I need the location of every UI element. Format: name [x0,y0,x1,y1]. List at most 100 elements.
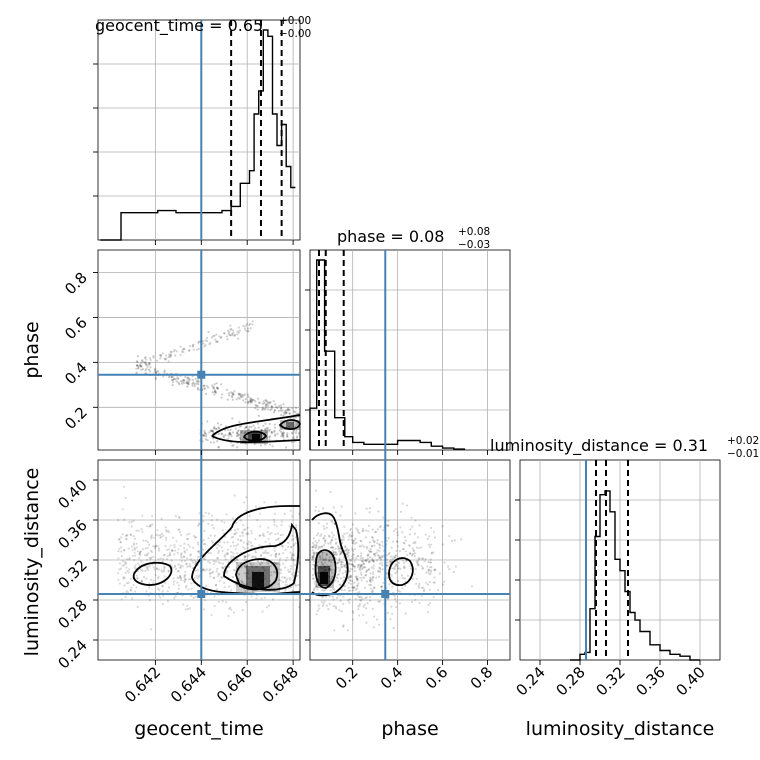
sample-point [183,555,186,558]
sample-point [283,413,286,416]
sample-point [347,562,351,565]
sample-point [363,576,366,579]
sample-point [232,555,235,558]
sample-point [212,441,216,444]
sample-point [218,573,221,576]
y-tick-label-phase: 0.4 [61,359,91,389]
sample-point [341,565,344,569]
sample-point [167,356,170,359]
sample-point [135,574,138,577]
sample-point [394,572,397,575]
sample-point [144,369,147,372]
sample-point [231,431,235,434]
sample-point [226,541,229,544]
sample-point [180,534,183,537]
sample-point [254,555,257,558]
contours [132,414,414,597]
sample-point [378,562,382,565]
sample-point [182,555,186,559]
sample-point [243,559,246,562]
sample-point [397,561,400,565]
sample-point [203,387,206,390]
sample-point [135,364,138,367]
sample-point [361,559,364,562]
sample-point [378,550,381,553]
sample-point [174,567,178,571]
sample-point [343,564,346,567]
sample-point [283,411,286,414]
sample-point [287,407,290,410]
sample-point [351,563,354,566]
sample-point [225,552,228,555]
sample-point [360,563,364,566]
sample-point [179,531,182,534]
sample-point [257,397,260,400]
sample-point [209,575,212,578]
sample-point [266,408,269,411]
sample-point [142,539,145,542]
sample-point [274,571,277,574]
sample-point [372,573,375,576]
sample-point [428,602,432,605]
sample-point [328,558,331,561]
sample-point [150,550,153,554]
sample-point [271,406,274,409]
sample-point [367,524,371,527]
sample-point [404,612,407,615]
sample-point [202,384,205,387]
sample-point [278,429,281,432]
sample-point [376,528,379,531]
sample-point [363,566,366,569]
sample-point [140,550,143,553]
sample-point [292,430,295,433]
sample-point [379,570,382,574]
sample-point [214,427,218,430]
sample-point [251,323,254,326]
sample-point [418,547,421,550]
sample-point [365,570,368,574]
sample-point [324,539,327,542]
sample-point [369,599,372,602]
sample-point [317,532,320,535]
sample-point [156,577,160,580]
sample-point [378,623,381,626]
sample-point [133,546,136,550]
sample-point [291,515,294,518]
sample-point [288,408,291,411]
sample-point [311,573,314,577]
sample-point [140,527,143,531]
sample-point [363,603,366,606]
contour-blob-distance-geocent [132,561,173,586]
sample-point [365,529,368,532]
sample-point [281,409,284,412]
sample-point [281,580,284,584]
sample-point [135,367,138,370]
sample-point [149,549,152,552]
sample-point [166,590,169,593]
sample-point [216,518,219,521]
sample-point [250,397,253,401]
sample-point [338,609,341,612]
sample-point [251,398,254,402]
sample-point [144,547,147,550]
sample-point [386,558,389,561]
sample-point [402,559,405,562]
sample-point [208,561,211,565]
sample-point [423,588,426,591]
sample-point [175,380,178,383]
sample-point [433,568,436,572]
sample-point [226,553,229,556]
sample-point [286,435,289,438]
sample-point [135,360,138,363]
sample-point [222,436,225,439]
sample-point [220,432,223,435]
sample-point [242,394,245,397]
sample-point [275,552,278,556]
sample-point [351,541,354,545]
sample-point [138,551,142,554]
sample-point [344,569,347,573]
sample-point [379,567,382,570]
sample-point [172,378,175,381]
sample-point [373,540,376,544]
sample-point [288,412,291,415]
